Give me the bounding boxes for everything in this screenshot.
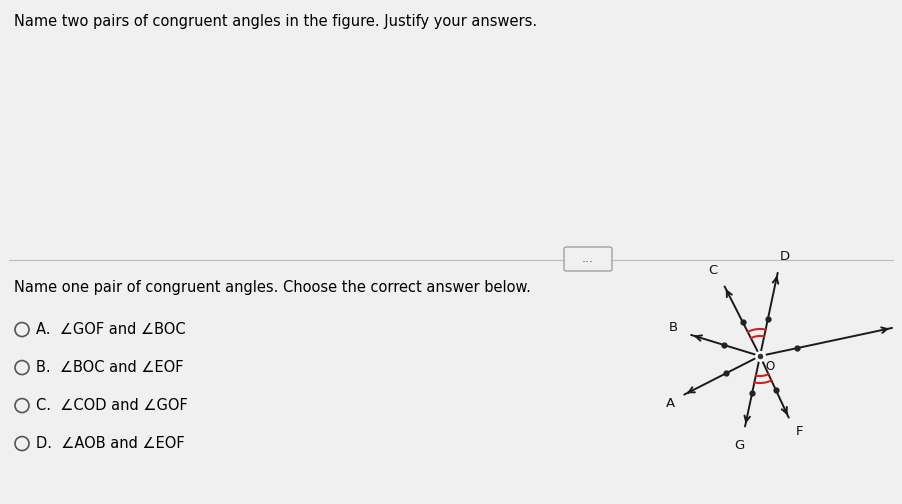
Text: A.  ∠GOF and ∠BOC: A. ∠GOF and ∠BOC [36,322,186,337]
Text: B.  ∠BOC and ∠EOF: B. ∠BOC and ∠EOF [36,360,183,375]
Text: O: O [765,360,774,373]
Text: D.  ∠AOB and ∠EOF: D. ∠AOB and ∠EOF [36,436,185,451]
FancyBboxPatch shape [564,247,612,271]
Text: Name two pairs of congruent angles in the figure. Justify your answers.: Name two pairs of congruent angles in th… [14,14,537,29]
Text: C: C [708,264,717,277]
Text: G: G [734,438,744,452]
Text: ...: ... [582,253,594,266]
Text: B: B [669,321,678,334]
Text: A: A [666,397,675,410]
Text: F: F [796,425,804,438]
Text: D: D [779,249,789,263]
Text: C.  ∠COD and ∠GOF: C. ∠COD and ∠GOF [36,398,188,413]
Text: Name one pair of congruent angles. Choose the correct answer below.: Name one pair of congruent angles. Choos… [14,280,531,294]
